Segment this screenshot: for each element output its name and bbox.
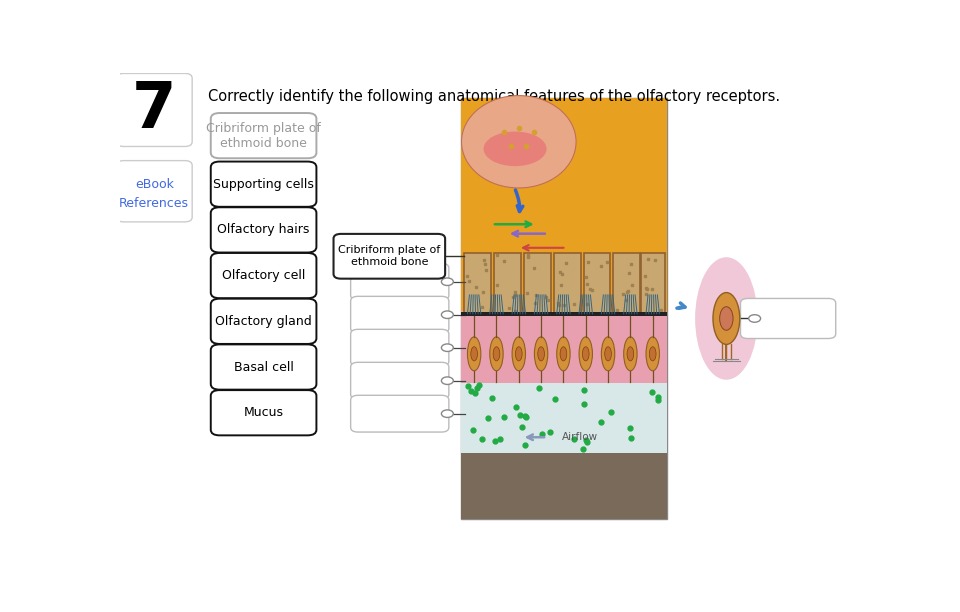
FancyBboxPatch shape [211, 299, 317, 344]
Ellipse shape [601, 337, 614, 371]
Ellipse shape [560, 347, 566, 361]
Bar [462, 312, 667, 384]
Text: Cribriform plate of
ethmoid bone: Cribriform plate of ethmoid bone [338, 245, 441, 267]
Ellipse shape [538, 347, 544, 361]
Ellipse shape [649, 347, 656, 361]
Circle shape [749, 315, 760, 323]
FancyBboxPatch shape [350, 395, 449, 432]
Ellipse shape [484, 132, 546, 166]
Text: Airflow: Airflow [562, 432, 598, 442]
FancyBboxPatch shape [211, 162, 317, 207]
Ellipse shape [470, 347, 477, 361]
Ellipse shape [627, 347, 634, 361]
FancyBboxPatch shape [211, 207, 317, 253]
Ellipse shape [695, 257, 757, 379]
Bar [584, 253, 611, 314]
FancyBboxPatch shape [350, 296, 449, 333]
Bar [554, 253, 581, 314]
FancyBboxPatch shape [740, 299, 836, 338]
Bar [524, 253, 551, 314]
Ellipse shape [490, 337, 503, 371]
Ellipse shape [624, 337, 637, 371]
Ellipse shape [493, 347, 500, 361]
Ellipse shape [468, 337, 481, 371]
Text: Mucus: Mucus [244, 406, 283, 419]
Bar [641, 253, 664, 314]
Bar [462, 312, 667, 316]
Bar [462, 383, 667, 453]
FancyBboxPatch shape [350, 263, 449, 300]
Bar [465, 253, 492, 314]
FancyBboxPatch shape [333, 234, 445, 278]
Text: References: References [119, 196, 189, 209]
Ellipse shape [579, 337, 592, 371]
Circle shape [442, 377, 453, 384]
FancyBboxPatch shape [211, 345, 317, 390]
Bar [494, 253, 521, 314]
FancyBboxPatch shape [211, 253, 317, 298]
Bar [462, 99, 667, 314]
Ellipse shape [720, 307, 733, 330]
Text: Olfactory gland: Olfactory gland [215, 315, 312, 328]
FancyBboxPatch shape [211, 390, 317, 435]
Text: Olfactory hairs: Olfactory hairs [217, 223, 310, 236]
Ellipse shape [535, 337, 548, 371]
Ellipse shape [512, 337, 525, 371]
Circle shape [442, 410, 453, 417]
Text: 7: 7 [132, 79, 177, 141]
FancyBboxPatch shape [350, 329, 449, 366]
Ellipse shape [462, 95, 576, 188]
Ellipse shape [557, 337, 570, 371]
Circle shape [442, 311, 453, 318]
FancyBboxPatch shape [350, 362, 449, 399]
Circle shape [442, 344, 453, 351]
Text: Supporting cells: Supporting cells [213, 177, 314, 191]
Bar [462, 99, 667, 519]
Ellipse shape [516, 347, 522, 361]
FancyBboxPatch shape [116, 160, 192, 222]
Ellipse shape [713, 293, 740, 345]
Circle shape [442, 278, 453, 285]
FancyBboxPatch shape [211, 113, 317, 159]
Ellipse shape [646, 337, 660, 371]
Text: Correctly identify the following anatomical features of the olfactory receptors.: Correctly identify the following anatomi… [207, 89, 780, 103]
Text: Basal cell: Basal cell [233, 360, 294, 373]
Ellipse shape [583, 347, 589, 361]
Text: Cribriform plate of
ethmoid bone: Cribriform plate of ethmoid bone [206, 122, 321, 150]
Text: eBook: eBook [134, 177, 174, 191]
Bar [462, 453, 667, 519]
FancyBboxPatch shape [116, 73, 192, 146]
Bar [613, 253, 640, 314]
Text: Olfactory cell: Olfactory cell [222, 269, 305, 282]
Ellipse shape [605, 347, 612, 361]
